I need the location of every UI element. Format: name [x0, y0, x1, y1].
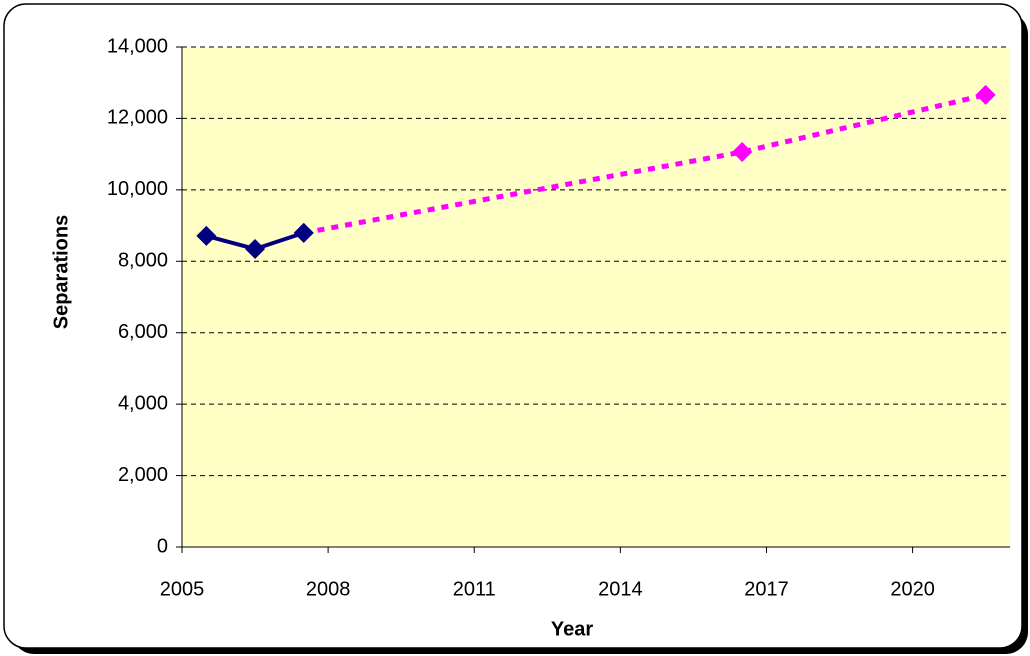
- x-tick-label: 2017: [744, 578, 789, 600]
- y-tick-label: 14,000: [107, 35, 168, 57]
- y-axis-label: Separations: [50, 215, 72, 329]
- x-tick-label: 2011: [453, 578, 496, 600]
- y-tick-label: 8,000: [118, 250, 168, 272]
- x-axis-label: Year: [551, 618, 593, 640]
- marker: [245, 238, 266, 259]
- marker: [975, 84, 996, 105]
- x-tick-label: 2020: [890, 578, 935, 600]
- x-tick-label: 2014: [598, 578, 643, 600]
- marker: [293, 222, 314, 243]
- y-tick-label: 0: [157, 535, 168, 557]
- marker: [732, 142, 753, 162]
- marker: [196, 225, 217, 246]
- y-tick-label: 2,000: [118, 464, 168, 486]
- x-tick-label: 2005: [160, 578, 205, 600]
- x-tick-label: 2008: [306, 578, 351, 600]
- y-tick-label: 12,000: [107, 107, 168, 129]
- plot-background: [182, 47, 1010, 547]
- y-tick-label: 6,000: [118, 321, 168, 343]
- y-tick-label: 10,000: [107, 178, 168, 200]
- y-tick-label: 4,000: [118, 392, 168, 414]
